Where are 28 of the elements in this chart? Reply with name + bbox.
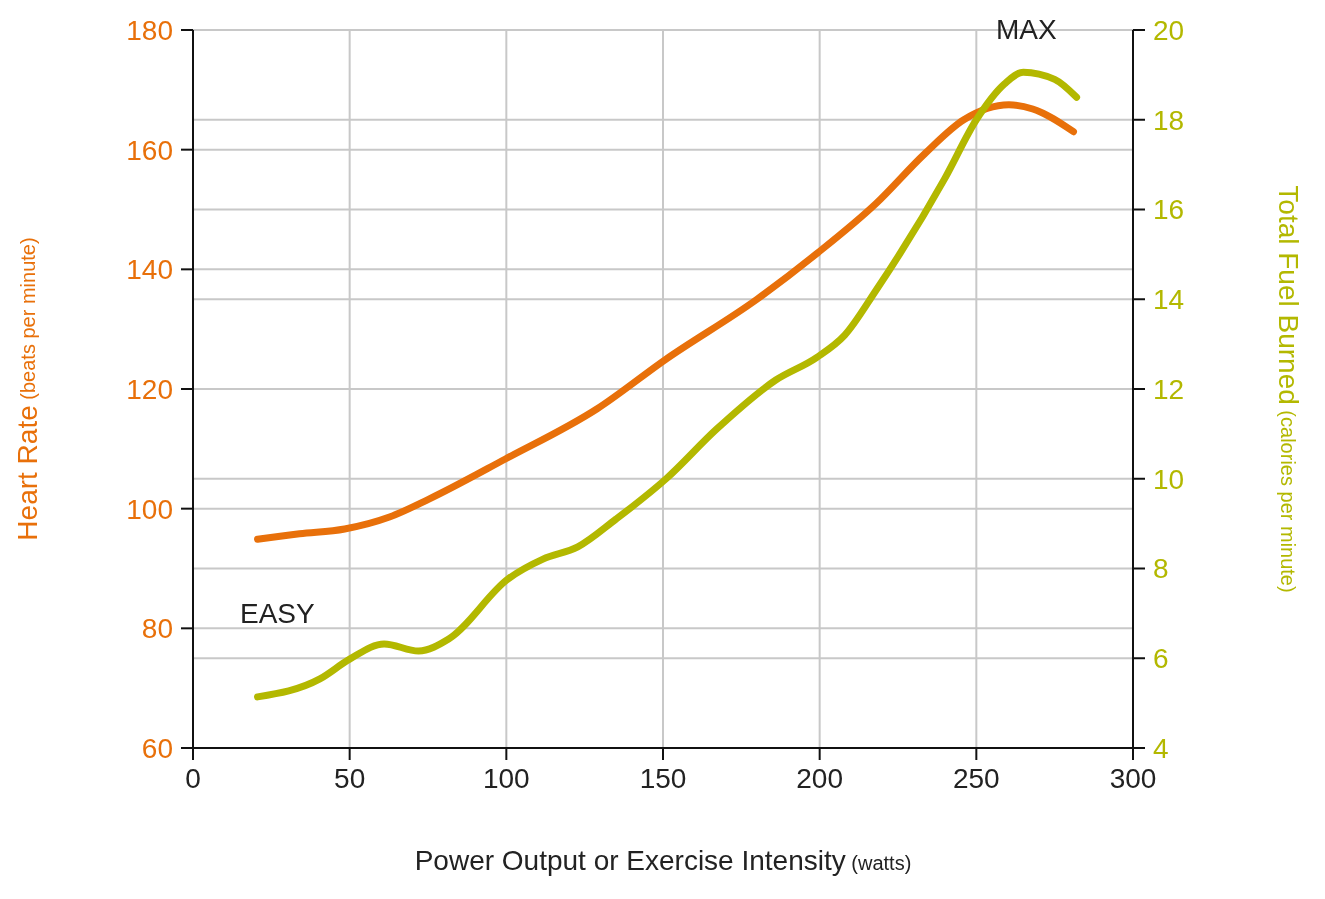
- y-tick-label: 140: [126, 254, 173, 286]
- y-tick-label: 80: [141, 613, 173, 645]
- y-tick-label: 100: [126, 493, 173, 525]
- y2-tick-label: 4: [1153, 732, 1169, 764]
- y2-tick-label: 14: [1153, 284, 1185, 316]
- y-tick-label: 120: [126, 373, 173, 405]
- y2-tick-label: 8: [1153, 553, 1169, 585]
- y2-tick-label: 6: [1153, 643, 1169, 675]
- y2-tick-label: 20: [1153, 14, 1185, 46]
- y2-tick-label: 10: [1153, 463, 1185, 495]
- annotation: EASY: [240, 598, 315, 630]
- x-tick-label: 100: [482, 762, 530, 794]
- x-tick-label: 200: [796, 762, 844, 794]
- y2-tick-label: 18: [1153, 104, 1185, 136]
- x-tick-label: 50: [334, 762, 366, 794]
- y-tick-label: 160: [126, 134, 173, 166]
- y-axis-title: Heart Rate (beats per minute): [12, 237, 44, 541]
- x-axis-title: Power Output or Exercise Intensity (watts): [414, 845, 912, 876]
- y2-axis-title: Total Fuel Burned (calories per minute): [1272, 185, 1304, 593]
- x-tick-label: 250: [952, 762, 1000, 794]
- y-tick-label: 180: [126, 14, 173, 46]
- x-tick-label: 0: [185, 762, 201, 794]
- y2-tick-label: 16: [1153, 194, 1185, 226]
- y-tick-label: 60: [141, 732, 173, 764]
- x-tick-label: 150: [639, 762, 687, 794]
- x-tick-label: 300: [1109, 762, 1157, 794]
- y2-tick-label: 12: [1153, 373, 1185, 405]
- annotation: MAX: [996, 14, 1057, 46]
